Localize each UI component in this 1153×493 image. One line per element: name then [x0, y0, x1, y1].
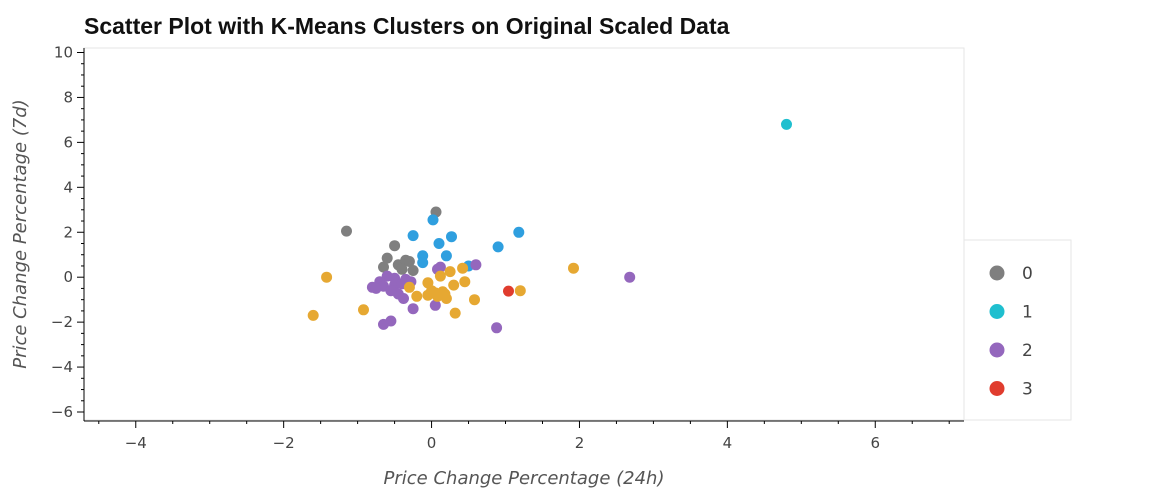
y-tick-label: −6 [51, 403, 73, 421]
data-point [444, 266, 456, 278]
legend-box [963, 239, 1072, 421]
data-point [434, 261, 446, 273]
legend: 0 1 2 3 [989, 264, 1033, 400]
data-point [411, 290, 423, 302]
data-point [433, 238, 445, 249]
data-point [370, 282, 382, 294]
data-point [448, 279, 460, 291]
data-point [381, 252, 393, 264]
data-point [449, 307, 461, 319]
data-point [307, 309, 319, 321]
x-tick-label: 0 [427, 434, 437, 452]
y-tick-label: 8 [63, 88, 73, 106]
data-point [407, 230, 419, 242]
data-point [624, 271, 636, 283]
data-point [427, 214, 439, 226]
data-point [398, 293, 409, 304]
data-point [378, 261, 389, 273]
legend-swatch [989, 304, 1005, 319]
y-axis-ticks: −6 −4 −2 0 2 4 6 8 10 [51, 43, 84, 421]
data-point [407, 303, 419, 315]
data-point [446, 231, 457, 243]
x-axis-label: Price Change Percentage (24h) [384, 468, 665, 489]
data-point [470, 259, 482, 271]
data-point [459, 276, 471, 288]
y-tick-label: 6 [63, 133, 73, 151]
x-tick-label: −4 [125, 434, 147, 452]
data-point [457, 262, 469, 274]
data-point [513, 226, 525, 238]
y-tick-label: −2 [51, 313, 73, 331]
data-point [358, 304, 369, 316]
y-tick-label: 4 [63, 178, 73, 196]
legend-label: 0 [1022, 264, 1033, 284]
data-point [378, 318, 389, 330]
data-point [396, 263, 408, 275]
data-point [469, 294, 480, 306]
legend-label: 1 [1022, 303, 1033, 323]
x-tick-label: 4 [723, 434, 733, 452]
chart-title: Scatter Plot with K-Means Clusters on Or… [84, 13, 730, 39]
data-point [417, 257, 429, 269]
points-layer [307, 118, 792, 334]
data-point [492, 241, 504, 253]
data-point [341, 225, 352, 237]
data-point [434, 270, 446, 282]
data-point [503, 285, 514, 297]
y-tick-label: 10 [54, 43, 73, 61]
y-axis-label: Price Change Percentage (7d) [10, 99, 31, 369]
x-tick-label: 6 [870, 434, 880, 452]
y-tick-label: 2 [63, 223, 73, 241]
x-axis-ticks: −4 −2 0 2 4 6 [98, 421, 950, 452]
legend-swatch [989, 381, 1005, 396]
data-point [429, 299, 441, 311]
data-point [568, 262, 579, 274]
legend-swatch [989, 265, 1005, 281]
legend-label: 2 [1022, 341, 1033, 361]
data-point [385, 285, 397, 297]
legend-label: 3 [1022, 380, 1033, 400]
y-tick-label: 0 [63, 268, 73, 286]
data-point [514, 285, 526, 297]
x-tick-label: 2 [575, 434, 585, 452]
data-point [389, 240, 401, 252]
x-tick-label: −2 [273, 434, 295, 452]
data-point [491, 322, 503, 334]
data-point [781, 118, 792, 130]
legend-swatch [989, 342, 1005, 358]
data-point [321, 271, 333, 283]
y-tick-label: −4 [51, 358, 73, 376]
data-point [440, 250, 452, 262]
data-point [403, 281, 415, 293]
data-point [403, 256, 415, 267]
data-point [439, 288, 451, 300]
data-point [407, 265, 419, 276]
